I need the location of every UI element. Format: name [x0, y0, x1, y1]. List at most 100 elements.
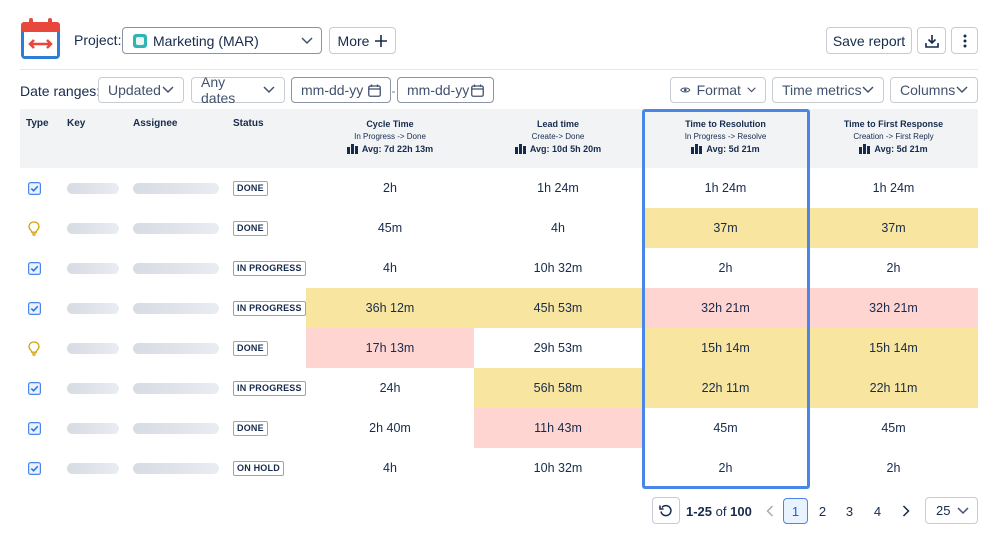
more-button[interactable]: More — [329, 27, 396, 54]
key-cell — [67, 168, 119, 208]
lead-time-cell: 1h 24m — [537, 181, 579, 195]
download-icon — [924, 34, 939, 48]
lightbulb-icon — [28, 220, 40, 236]
eye-icon — [680, 87, 691, 93]
lead-time-cell: 10h 32m — [533, 261, 583, 275]
column-header-type[interactable]: Type — [26, 118, 49, 129]
table-row[interactable]: IN PROGRESS 4h 10h 32m 2h 2h — [20, 248, 978, 288]
cycle-time-cell: 2h — [383, 181, 397, 195]
checkbox-icon — [27, 261, 41, 275]
metric-title: Time to Resolution — [685, 119, 766, 129]
assignee-cell — [133, 328, 219, 368]
next-page-button[interactable] — [899, 503, 913, 519]
column-header-cycle-time[interactable]: Cycle Time In Progress -> Done Avg: 7d 2… — [306, 109, 474, 168]
page-2-button[interactable]: 2 — [818, 503, 827, 519]
time-to-resolution-cell: 45m — [713, 421, 738, 435]
chevron-down-icon — [263, 86, 275, 94]
key-placeholder — [67, 222, 119, 234]
column-header-lead-time[interactable]: Lead time Create-> Done Avg: 10d 5h 20m — [474, 109, 642, 168]
any-dates-dropdown[interactable]: Any dates — [191, 74, 285, 106]
table-row[interactable]: IN PROGRESS 36h 12m 45h 53m 32h 21m 32h … — [20, 288, 978, 328]
bar-chart-icon — [514, 144, 526, 154]
assignee-cell — [133, 288, 219, 328]
time-to-resolution-cell: 22h 11m — [642, 368, 809, 408]
status-badge: ON HOLD — [233, 460, 284, 476]
updated-dropdown[interactable]: Updated — [98, 77, 184, 103]
page-3-button[interactable]: 3 — [845, 503, 854, 519]
refresh-icon — [659, 504, 672, 516]
status-badge: IN PROGRESS — [233, 380, 306, 396]
chevron-down-icon — [957, 506, 969, 514]
key-cell — [67, 448, 119, 488]
updated-dropdown-label: Updated — [108, 82, 161, 98]
assignee-placeholder — [133, 422, 219, 434]
type-cell — [26, 368, 42, 408]
table-row[interactable]: DONE 2h 1h 24m 1h 24m 1h 24m — [20, 168, 978, 208]
key-cell — [67, 368, 119, 408]
status-badge: DONE — [233, 220, 268, 236]
status-cell: DONE — [233, 408, 268, 448]
page-1-button[interactable]: 1 — [783, 498, 808, 524]
lead-time-cell: 10h 32m — [533, 461, 583, 475]
date-from-input[interactable]: mm-dd-yy — [291, 77, 391, 103]
table-row[interactable]: DONE 17h 13m 29h 53m 15h 14m 15h 14m — [20, 328, 978, 368]
metric-average-text: Avg: 7d 22h 13m — [361, 144, 434, 154]
chevron-down-icon — [862, 86, 874, 94]
download-button[interactable] — [917, 27, 946, 54]
project-label: Project: — [74, 32, 122, 48]
metric-subtitle: In Progress -> Done — [354, 132, 426, 141]
plus-icon — [375, 34, 388, 47]
column-header-assignee[interactable]: Assignee — [133, 118, 178, 129]
time-metrics-dropdown[interactable]: Time metrics — [772, 77, 884, 103]
table-row[interactable]: DONE 2h 40m 11h 43m 45m 45m — [20, 408, 978, 448]
date-to-input[interactable]: mm-dd-yy — [397, 77, 494, 103]
table-row[interactable]: ON HOLD 4h 10h 32m 2h 2h — [20, 448, 978, 488]
column-header-time-to-resolution[interactable]: Time to Resolution In Progress -> Resolv… — [642, 109, 809, 168]
columns-dropdown[interactable]: Columns — [890, 77, 978, 103]
save-report-button[interactable]: Save report — [826, 27, 912, 54]
lead-time-cell: 56h 58m — [474, 368, 642, 408]
metric-title: Cycle Time — [366, 119, 414, 129]
metric-title: Lead time — [536, 119, 579, 129]
key-placeholder — [67, 462, 119, 474]
type-cell — [26, 208, 42, 248]
assignee-cell — [133, 408, 219, 448]
save-report-label: Save report — [832, 32, 906, 49]
status-cell: IN PROGRESS — [233, 288, 306, 328]
pagination-total: 100 — [730, 503, 752, 519]
key-cell — [67, 408, 119, 448]
format-dropdown-label: Format — [696, 82, 741, 98]
key-cell — [67, 328, 119, 368]
project-select[interactable]: Marketing (MAR) — [122, 27, 322, 54]
metric-average-text: Avg: 5d 21m — [706, 144, 760, 154]
column-header-status[interactable]: Status — [233, 118, 264, 129]
metric-average: Avg: 10d 5h 20m — [474, 144, 642, 154]
cycle-time-cell: 36h 12m — [306, 288, 474, 328]
date-to-placeholder: mm-dd-yy — [407, 82, 470, 98]
column-header-key[interactable]: Key — [67, 118, 86, 129]
checkbox-icon — [27, 181, 41, 195]
chevron-down-icon — [956, 86, 968, 94]
time-to-resolution-cell: 32h 21m — [642, 288, 809, 328]
more-button-label: More — [337, 32, 370, 49]
pagination-range: 1-25 of 100 — [686, 497, 752, 525]
page-4-button[interactable]: 4 — [873, 503, 882, 519]
type-cell — [26, 448, 42, 488]
header-divider — [20, 69, 978, 70]
column-header-time-to-first-response[interactable]: Time to First Response Creation -> First… — [809, 109, 978, 168]
metric-average-text: Avg: 10d 5h 20m — [529, 144, 602, 154]
table-row[interactable]: DONE 45m 4h 37m 37m — [20, 208, 978, 248]
bar-chart-icon — [859, 144, 871, 154]
refresh-button[interactable] — [652, 497, 680, 524]
per-page-select[interactable]: 25 — [925, 497, 978, 524]
key-placeholder — [67, 182, 119, 194]
time-metrics-dropdown-label: Time metrics — [782, 82, 862, 98]
status-cell: IN PROGRESS — [233, 368, 306, 408]
previous-page-button[interactable] — [763, 503, 777, 519]
format-dropdown[interactable]: Format — [670, 77, 766, 103]
table-row[interactable]: IN PROGRESS 24h 56h 58m 22h 11m 22h 11m — [20, 368, 978, 408]
more-options-button[interactable] — [951, 27, 978, 54]
key-placeholder — [67, 382, 119, 394]
chevron-down-icon — [162, 86, 174, 94]
checkbox-icon — [27, 301, 41, 315]
